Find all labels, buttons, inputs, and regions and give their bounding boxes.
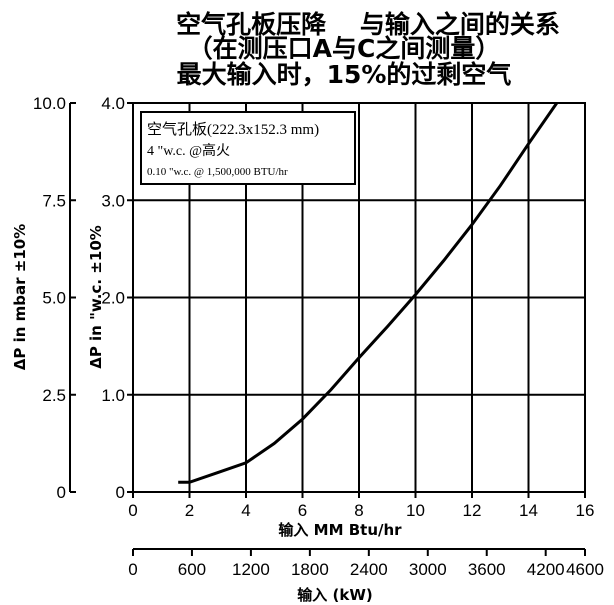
x-axis-label: 输入 MM Btu/hr [278, 521, 402, 539]
chart-title-line-3: 最大输入时，15%的过剩空气 [177, 60, 512, 89]
y2-tick-label: 5.0 [42, 289, 66, 308]
y-tick-label: 1.0 [101, 386, 125, 405]
x-tick-label: 16 [576, 501, 595, 520]
y2-tick-label: 2.5 [42, 386, 66, 405]
y-tick-label: 3.0 [101, 191, 125, 210]
legend-box [140, 111, 356, 185]
x-tick-label: 10 [406, 501, 425, 520]
x2-tick-label: 4600 [566, 560, 604, 579]
y2-tick-label: 10.0 [33, 94, 66, 113]
chart-title-line-2: （在测压口A与C之间测量） [188, 34, 501, 63]
legend: 空气孔板(222.3x152.3 mm) 4 "w.c. @高火 0.10 "w… [140, 111, 356, 185]
x2-tick-label: 2400 [350, 560, 388, 579]
y2-tick-label: 0 [57, 483, 66, 502]
x-tick-label: 12 [463, 501, 482, 520]
x2-tick-label: 3000 [409, 560, 447, 579]
x-tick-label: 8 [354, 501, 363, 520]
x-tick-label: 4 [241, 501, 250, 520]
tick-labels: 0 2 4 6 8 10 12 14 16 0 1.0 2.0 3.0 4.0 0 2.5 5.0 7.5 10.0 [33, 94, 595, 520]
x2-tick-label: 4200 [527, 560, 565, 579]
y-tick-label: 0 [116, 483, 125, 502]
chart-title-line-1: 空气孔板压降 与输入之间的关系 [176, 10, 560, 39]
x-tick-label: 0 [128, 501, 137, 520]
x2-tick-label: 600 [178, 560, 206, 579]
x2-tick-labels: 0 600 1200 1800 2400 3000 3600 4200 4600 [128, 549, 604, 579]
x2-axis-label: 输入 (kW) [297, 586, 372, 604]
x-tick-label: 14 [519, 501, 538, 520]
y-tick-label: 4.0 [101, 94, 125, 113]
x-tick-label: 2 [185, 501, 194, 520]
x2-tick-label: 1200 [232, 560, 270, 579]
legend-line-3: 0.10 "w.c. @ 1,500,000 BTU/hr [147, 166, 288, 178]
y-tick-label: 2.0 [101, 289, 125, 308]
plot-frame [132, 102, 586, 493]
x2-tick-label: 1800 [291, 560, 329, 579]
y2-axis-label: ΔP in mbar ±10% [11, 224, 29, 370]
y2-tick-label: 7.5 [42, 191, 66, 210]
x2-tick-label: 0 [128, 560, 137, 579]
legend-line-1: 空气孔板(222.3x152.3 mm) [147, 120, 319, 138]
legend-line-2: 4 "w.c. @高火 [147, 142, 230, 159]
x2-tick-label: 3600 [468, 560, 506, 579]
x-tick-label: 6 [298, 501, 307, 520]
data-line [178, 102, 559, 484]
y-axis-label: ΔP in "w.c. ±10% [87, 225, 105, 369]
